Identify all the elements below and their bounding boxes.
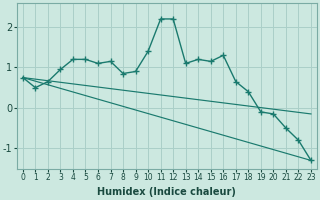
X-axis label: Humidex (Indice chaleur): Humidex (Indice chaleur) (98, 187, 236, 197)
